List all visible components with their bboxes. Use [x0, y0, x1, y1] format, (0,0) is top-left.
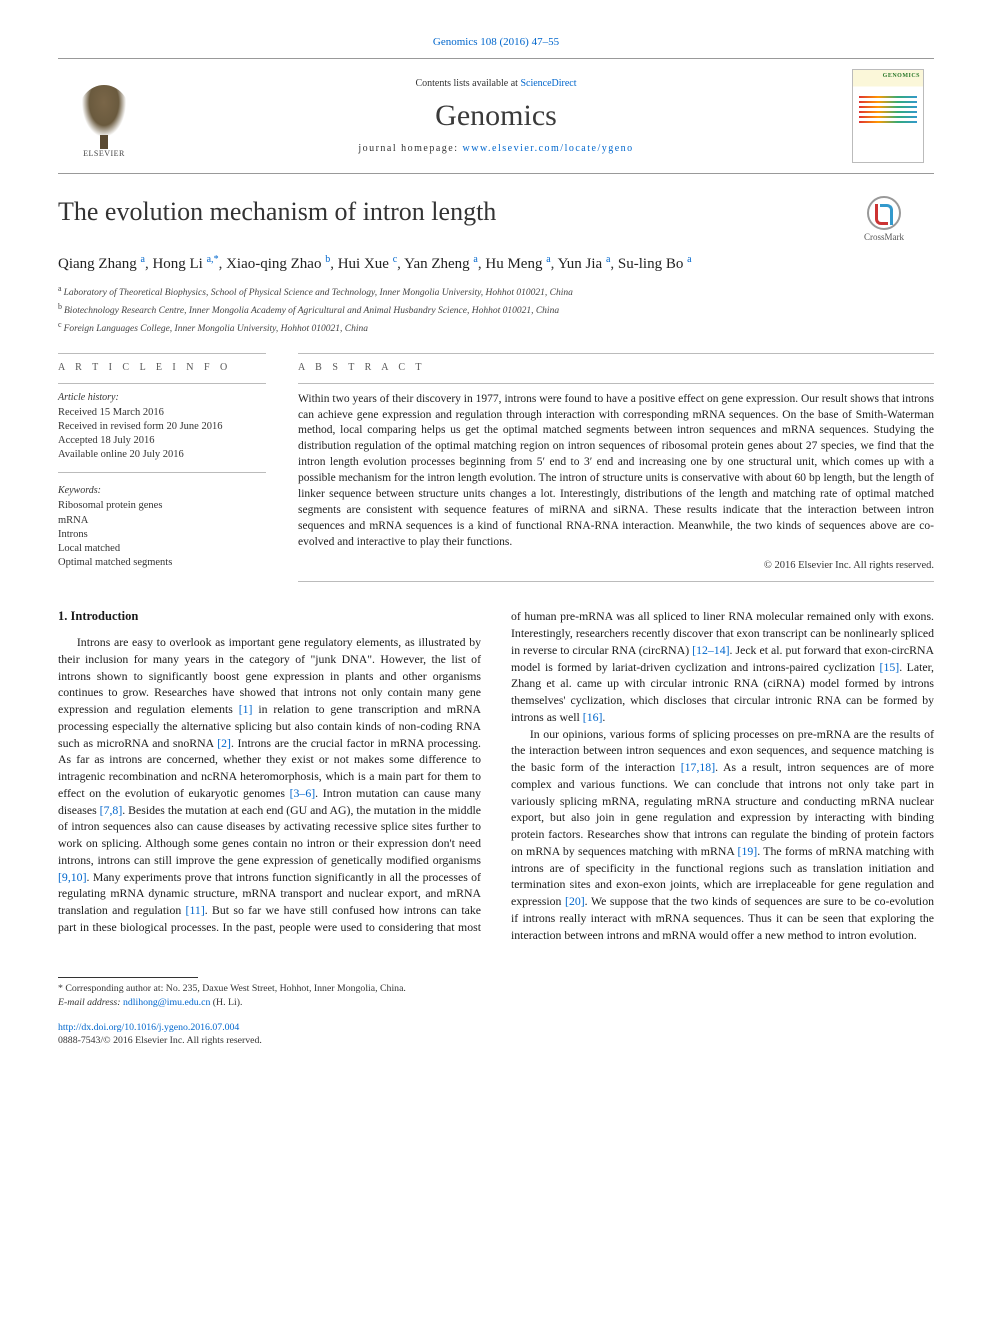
intro-paragraph-2: In our opinions, various forms of splici…	[511, 726, 934, 944]
ref-link-15[interactable]: [15]	[880, 660, 900, 674]
keyword: Introns	[58, 528, 266, 542]
corresponding-author-note: * Corresponding author at: No. 235, Daxu…	[58, 982, 934, 995]
journal-name: Genomics	[150, 99, 842, 133]
rule	[298, 581, 934, 582]
journal-cover-area: GENOMICS	[842, 69, 934, 163]
elsevier-logo: ELSEVIER	[69, 79, 139, 163]
author: Hu Meng a	[485, 256, 550, 272]
corr-text: Corresponding author at: No. 235, Daxue …	[65, 983, 406, 994]
cover-decorative-bars	[859, 96, 917, 146]
keyword: Local matched	[58, 542, 266, 556]
author: Hong Li a,*	[152, 256, 218, 272]
journal-homepage-link[interactable]: www.elsevier.com/locate/ygeno	[463, 143, 634, 154]
corresponding-email-line: E-mail address: ndlihong@imu.edu.cn (H. …	[58, 996, 934, 1009]
history-revised: Received in revised form 20 June 2016	[58, 420, 266, 434]
ref-link-17-18[interactable]: [17,18]	[681, 760, 715, 774]
email-tail: (H. Li).	[210, 997, 242, 1008]
publisher-logo-area: ELSEVIER	[58, 69, 150, 163]
journal-homepage-line: journal homepage: www.elsevier.com/locat…	[150, 143, 842, 154]
journal-ref-link[interactable]: Genomics 108 (2016) 47–55	[433, 36, 559, 48]
rule	[298, 353, 934, 354]
doi-link[interactable]: http://dx.doi.org/10.1016/j.ygeno.2016.0…	[58, 1022, 239, 1033]
crossmark-badge[interactable]: CrossMark	[834, 196, 934, 242]
ref-link-3-6[interactable]: [3–6]	[290, 786, 316, 800]
history-heading: Article history:	[58, 392, 266, 403]
author: Yan Zheng a	[404, 256, 478, 272]
ref-link-12-14[interactable]: [12–14]	[692, 643, 729, 657]
abstract-copyright: © 2016 Elsevier Inc. All rights reserved…	[298, 560, 934, 571]
publisher-label: ELSEVIER	[83, 149, 125, 158]
ref-link-11[interactable]: [11]	[186, 903, 205, 917]
article-meta-row: A R T I C L E I N F O Article history: R…	[58, 353, 934, 583]
author: Hui Xue c	[338, 256, 397, 272]
ref-link-9-10[interactable]: [9,10]	[58, 870, 87, 884]
homepage-prefix: journal homepage:	[358, 143, 462, 154]
contents-available-line: Contents lists available at ScienceDirec…	[150, 78, 842, 89]
article-info-label: A R T I C L E I N F O	[58, 362, 266, 373]
abstract-label: A B S T R A C T	[298, 362, 934, 373]
corr-star: *	[58, 983, 63, 994]
sciencedirect-link[interactable]: ScienceDirect	[520, 78, 576, 89]
ref-link-16[interactable]: [16]	[583, 710, 603, 724]
keyword: mRNA	[58, 514, 266, 528]
journal-reference-top: Genomics 108 (2016) 47–55	[58, 36, 934, 48]
cover-title: GENOMICS	[856, 73, 920, 79]
issn-copyright-line: 0888-7543/© 2016 Elsevier Inc. All right…	[58, 1034, 934, 1047]
corr-email-link[interactable]: ndlihong@imu.edu.cn	[123, 997, 210, 1008]
history-online: Available online 20 July 2016	[58, 448, 266, 462]
journal-header-center: Contents lists available at ScienceDirec…	[150, 69, 842, 163]
affiliation-c: cForeign Languages College, Inner Mongol…	[58, 319, 934, 337]
contents-prefix: Contents lists available at	[415, 78, 520, 89]
history-received: Received 15 March 2016	[58, 406, 266, 420]
article-body: 1. Introduction Introns are easy to over…	[58, 608, 934, 943]
journal-header-band: ELSEVIER Contents lists available at Sci…	[58, 58, 934, 174]
journal-cover-thumbnail: GENOMICS	[852, 69, 924, 163]
keywords-list: Ribosomal protein genesmRNAIntronsLocal …	[58, 499, 266, 570]
intro-heading: 1. Introduction	[58, 608, 481, 626]
keywords-heading: Keywords:	[58, 485, 266, 496]
author-list: Qiang Zhang a, Hong Li a,*, Xiao-qing Zh…	[58, 254, 934, 273]
author: Su-ling Bo a	[618, 256, 692, 272]
author: Yun Jia a	[558, 256, 611, 272]
rule	[58, 383, 266, 384]
ref-link-20[interactable]: [20]	[565, 894, 585, 908]
rule	[58, 472, 266, 473]
page-footer: * Corresponding author at: No. 235, Daxu…	[58, 977, 934, 1047]
rule	[298, 383, 934, 384]
affiliation-b: bBiotechnology Research Centre, Inner Mo…	[58, 301, 934, 319]
paper-title: The evolution mechanism of intron length	[58, 196, 822, 229]
keyword: Ribosomal protein genes	[58, 499, 266, 513]
history-accepted: Accepted 18 July 2016	[58, 434, 266, 448]
rule	[58, 353, 266, 354]
ref-link-1[interactable]: [1]	[239, 702, 253, 716]
abstract-text: Within two years of their discovery in 1…	[298, 392, 934, 551]
author: Xiao-qing Zhao b	[226, 256, 330, 272]
email-label: E-mail address:	[58, 997, 123, 1008]
affiliation-a: aLaboratory of Theoretical Biophysics, S…	[58, 283, 934, 301]
keyword: Optimal matched segments	[58, 556, 266, 570]
elsevier-tree-icon	[78, 85, 130, 143]
footnote-rule	[58, 977, 198, 978]
article-info-column: A R T I C L E I N F O Article history: R…	[58, 353, 266, 583]
affiliations: aLaboratory of Theoretical Biophysics, S…	[58, 283, 934, 337]
crossmark-icon	[867, 196, 901, 230]
crossmark-label: CrossMark	[864, 232, 904, 242]
author: Qiang Zhang a	[58, 256, 145, 272]
ref-link-19[interactable]: [19]	[738, 844, 758, 858]
ref-link-2[interactable]: [2]	[217, 736, 231, 750]
abstract-column: A B S T R A C T Within two years of thei…	[298, 353, 934, 583]
doi-line: http://dx.doi.org/10.1016/j.ygeno.2016.0…	[58, 1021, 934, 1034]
ref-link-7-8[interactable]: [7,8]	[100, 803, 123, 817]
